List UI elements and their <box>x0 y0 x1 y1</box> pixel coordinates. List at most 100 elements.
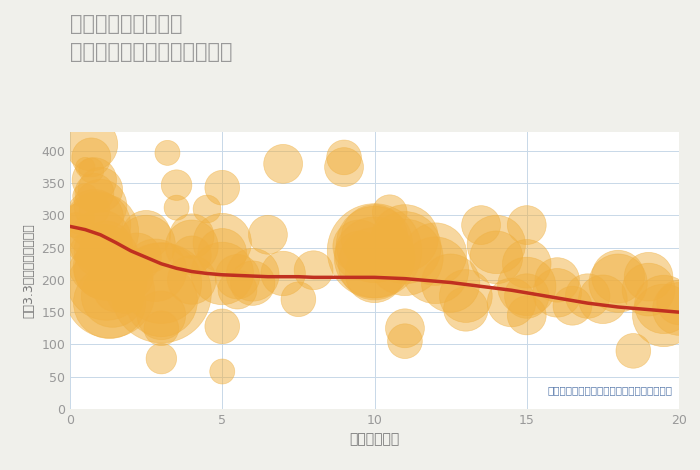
Point <box>567 302 578 309</box>
Point <box>74 215 85 222</box>
Point <box>217 322 228 330</box>
Point <box>643 273 655 281</box>
Point <box>80 192 91 200</box>
Point <box>85 154 97 161</box>
Point <box>658 312 669 319</box>
Point <box>384 209 395 216</box>
Point <box>101 276 112 284</box>
Point <box>186 276 197 284</box>
Point <box>150 266 161 274</box>
Point <box>521 312 532 319</box>
Text: 東京都大泉学園駅の
駅距離別中古マンション価格: 東京都大泉学園駅の 駅距離別中古マンション価格 <box>70 14 232 62</box>
Point <box>339 154 350 161</box>
Point <box>461 292 472 300</box>
Point <box>95 202 106 210</box>
Point <box>369 254 380 261</box>
Point <box>156 312 167 319</box>
Point <box>156 297 167 304</box>
Point <box>232 286 243 293</box>
Point <box>119 292 130 300</box>
Point <box>217 249 228 257</box>
Point <box>582 292 594 300</box>
Point <box>156 279 167 287</box>
Point <box>104 289 116 297</box>
Point <box>202 205 213 213</box>
Point <box>643 286 655 293</box>
Point <box>430 266 441 274</box>
Point <box>354 243 365 250</box>
Point <box>89 205 100 213</box>
Point <box>89 176 100 184</box>
X-axis label: 駅距離（分）: 駅距離（分） <box>349 432 400 446</box>
Point <box>399 337 410 345</box>
Point <box>506 299 517 306</box>
Point <box>628 347 639 355</box>
Point <box>107 292 118 300</box>
Point <box>186 243 197 250</box>
Y-axis label: 坪（3.3㎡）単価（万円）: 坪（3.3㎡）単価（万円） <box>22 223 36 318</box>
Point <box>369 260 380 267</box>
Point <box>552 289 563 297</box>
Point <box>217 270 228 277</box>
Point <box>95 247 106 255</box>
Point <box>369 247 380 255</box>
Point <box>95 186 106 193</box>
Point <box>369 234 380 242</box>
Point <box>658 301 669 308</box>
Point <box>430 251 441 258</box>
Point <box>156 289 167 297</box>
Point <box>95 228 106 235</box>
Point <box>369 241 380 248</box>
Point <box>95 237 106 245</box>
Point <box>85 166 97 174</box>
Point <box>308 266 319 274</box>
Point <box>399 324 410 332</box>
Point <box>80 163 91 171</box>
Point <box>125 263 136 271</box>
Point <box>673 305 685 313</box>
Point <box>247 271 258 279</box>
Point <box>552 276 563 284</box>
Point <box>89 215 100 222</box>
Point <box>399 244 410 251</box>
Point <box>399 254 410 261</box>
Point <box>101 244 112 251</box>
Point <box>339 163 350 171</box>
Point <box>293 296 304 303</box>
Point <box>104 299 116 306</box>
Point <box>491 241 502 248</box>
Point <box>217 368 228 375</box>
Text: 円の大きさは、取引のあった物件面積を示す: 円の大きさは、取引のあった物件面積を示す <box>548 385 673 395</box>
Point <box>98 266 109 274</box>
Point <box>461 305 472 313</box>
Point <box>98 257 109 264</box>
Point <box>141 231 152 239</box>
Point <box>217 184 228 191</box>
Point <box>612 273 624 281</box>
Point <box>521 282 532 290</box>
Point <box>217 239 228 246</box>
Point <box>612 279 624 287</box>
Point <box>597 296 608 303</box>
Point <box>89 189 100 196</box>
Point <box>673 299 685 306</box>
Point <box>247 279 258 287</box>
Point <box>186 251 197 259</box>
Point <box>132 254 143 261</box>
Point <box>171 181 182 189</box>
Point <box>125 273 136 281</box>
Point <box>101 263 112 271</box>
Point <box>92 221 103 229</box>
Point <box>475 221 486 229</box>
Point <box>354 251 365 259</box>
Point <box>85 141 97 148</box>
Point <box>445 279 456 287</box>
Point <box>71 221 82 229</box>
Point <box>110 270 121 277</box>
Point <box>156 324 167 332</box>
Point <box>262 231 274 239</box>
Point <box>110 286 121 293</box>
Point <box>162 149 173 157</box>
Point <box>491 254 502 261</box>
Point <box>277 270 289 277</box>
